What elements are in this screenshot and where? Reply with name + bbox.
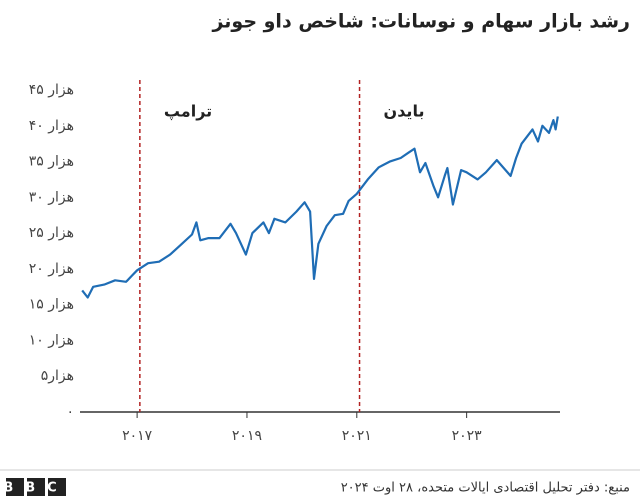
logo-text: BBC [3,481,68,496]
logo-box [6,478,24,496]
event-label: ترامپ [164,102,212,122]
x-tick-label: ۲۰۱۹ [232,428,262,444]
y-tick-label: ۱۵ هزار [29,297,74,313]
event-label: بایدن [384,102,425,121]
y-tick-label: ۴۵ هزار [29,82,74,98]
y-tick-label: ۵هزار [41,368,74,384]
x-tick-label: ۲۰۲۱ [342,428,372,444]
logo-box [27,478,45,496]
y-tick-label: ۴۰ هزار [29,118,74,134]
y-tick-label: ۱۰ هزار [29,332,74,348]
logo: BBC [3,478,68,496]
y-tick-label: ۲۵ هزار [29,225,74,241]
source: منبع: دفتر تحلیل اقتصادی ایالات متحده، ۲… [341,481,630,496]
logo-box [48,478,66,496]
data-line [81,116,559,299]
x-tick-label: ۲۰۱۷ [122,428,153,444]
y-tick-label: ۳۰ هزار [29,189,74,205]
y-tick-label: ۰ [66,404,74,420]
chart-title: رشد بازار سهام و نوسانات: شاخص داو جونز [211,11,630,33]
y-tick-label: ۲۰ هزار [29,261,74,277]
x-tick-label: ۲۰۲۳ [452,428,483,444]
y-tick-label: ۳۵ هزار [29,154,74,170]
